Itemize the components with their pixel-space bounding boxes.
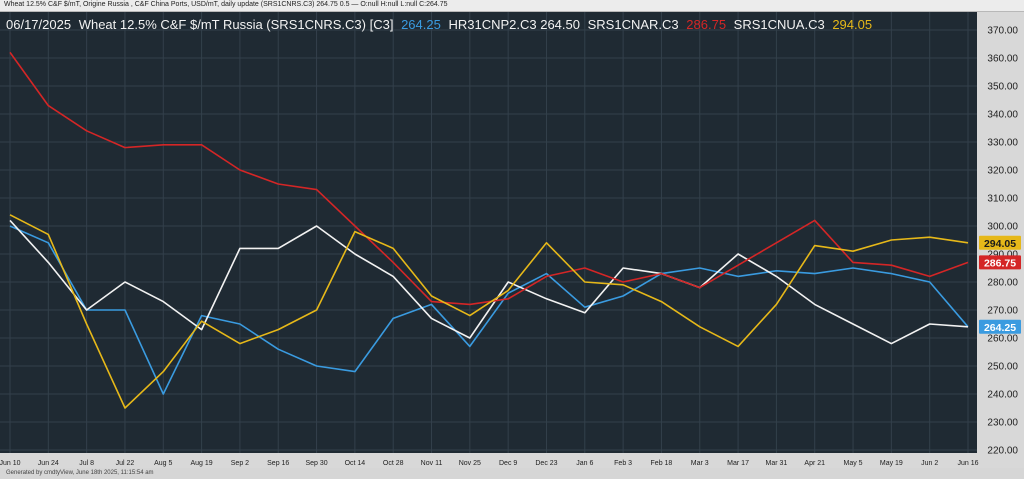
x-tick-label: Jan 6: [576, 460, 593, 467]
x-tick-label: Jun 16: [957, 460, 978, 467]
x-tick-label: Feb 3: [614, 460, 632, 467]
y-tick-label: 240.00: [987, 390, 1018, 401]
x-tick-label: Sep 2: [231, 460, 249, 467]
x-tick-label: Oct 28: [383, 460, 404, 467]
legend-item: 294.05: [832, 17, 872, 32]
last-value-box: [979, 235, 1021, 250]
y-tick-label: 290.00: [987, 250, 1018, 261]
x-axis-panel: [0, 453, 977, 468]
last-value-label: 286.75: [984, 257, 1016, 269]
x-tick-label: Jul 8: [79, 460, 94, 467]
last-value-box: [979, 255, 1021, 270]
legend-item: SRS1CNUA.C3: [734, 17, 825, 32]
x-tick-label: Jun 24: [38, 460, 59, 467]
footer-bar: Generated by cmdtyView, June 18th 2025, …: [0, 468, 1024, 479]
legend: 06/17/2025 Wheat 12.5% C&F $/mT Russia (…: [6, 17, 872, 32]
legend-item: HR31CNP2.C3 264.50: [448, 17, 580, 32]
legend-item: 264.25: [401, 17, 441, 32]
x-tick-label: May 19: [880, 460, 903, 467]
y-tick-label: 260.00: [987, 334, 1018, 345]
x-tick-label: Nov 25: [459, 460, 481, 467]
x-tick-label: Mar 3: [691, 460, 709, 467]
series-line: [9, 214, 969, 409]
series-line: [9, 219, 969, 345]
legend-item: SRS1CNAR.C3: [588, 17, 679, 32]
x-tick-label: Oct 14: [345, 460, 366, 467]
y-tick-label: 230.00: [987, 418, 1018, 429]
x-tick-label: Jun 10: [0, 460, 21, 467]
x-tick-label: Feb 18: [651, 460, 673, 467]
legend-title: Wheat 12.5% C&F $/mT Russia (SRS1CNRS.C3…: [79, 17, 394, 32]
y-tick-label: 220.00: [987, 446, 1018, 457]
y-tick-label: 350.00: [987, 82, 1018, 93]
x-tick-label: Mar 17: [727, 460, 749, 467]
series-layer: [9, 51, 969, 409]
x-tick-label: Sep 16: [267, 460, 289, 467]
series-line: [9, 51, 969, 306]
x-tick-label: Apr 21: [804, 460, 825, 467]
last-value-label: 294.05: [984, 238, 1016, 250]
y-tick-label: 310.00: [987, 194, 1018, 205]
x-tick-label: Jul 22: [116, 460, 135, 467]
y-axis: 220.00 230.00 240.00 250.00 260.00 270.00 280.…: [987, 26, 1018, 457]
grid-lines: [0, 12, 977, 453]
x-tick-label: Sep 30: [305, 460, 327, 467]
y-tick-label: 340.00: [987, 110, 1018, 121]
y-tick-label: 320.00: [987, 166, 1018, 177]
y-tick-label: 280.00: [987, 278, 1018, 289]
y-tick-label: 250.00: [987, 362, 1018, 373]
y-tick-label: 370.00: [987, 26, 1018, 37]
header-info-bar: Wheat 12.5% C&F $/mT, Origine Russia , C…: [0, 0, 1024, 12]
footer-info-text: Generated by cmdtyView, June 18th 2025, …: [6, 470, 154, 476]
legend-item: 286.75: [686, 17, 726, 32]
x-tick-label: Aug 5: [154, 460, 172, 467]
x-tick-label: Dec 9: [499, 460, 517, 467]
x-tick-label: Nov 11: [421, 460, 443, 467]
x-tick-label: Jun 2: [921, 460, 938, 467]
y-tick-label: 300.00: [987, 222, 1018, 233]
y-tick-label: 330.00: [987, 138, 1018, 149]
y-tick-label: 360.00: [987, 54, 1018, 65]
x-tick-label: Aug 19: [191, 460, 213, 467]
last-value-box: [979, 319, 1021, 334]
y-tick-label: 270.00: [987, 306, 1018, 317]
header-info-text: Wheat 12.5% C&F $/mT, Origine Russia , C…: [4, 1, 448, 8]
price-chart[interactable]: 220.00 230.00 240.00 250.00 260.00 270.00 280.…: [0, 12, 1024, 468]
x-tick-label: May 5: [844, 460, 863, 467]
x-axis: Jun 10 Jun 24 Jul 8 Jul 22 Aug 5 Aug 19 Sep 2 S…: [0, 460, 979, 467]
x-tick-label: Mar 31: [766, 460, 788, 467]
x-tick-label: Dec 23: [535, 460, 557, 467]
last-value-label: 264.25: [984, 322, 1016, 334]
legend-date: 06/17/2025: [6, 17, 71, 32]
last-value-labels: 264.25 286.75 294.05: [979, 235, 1021, 334]
series-line: [9, 225, 969, 395]
